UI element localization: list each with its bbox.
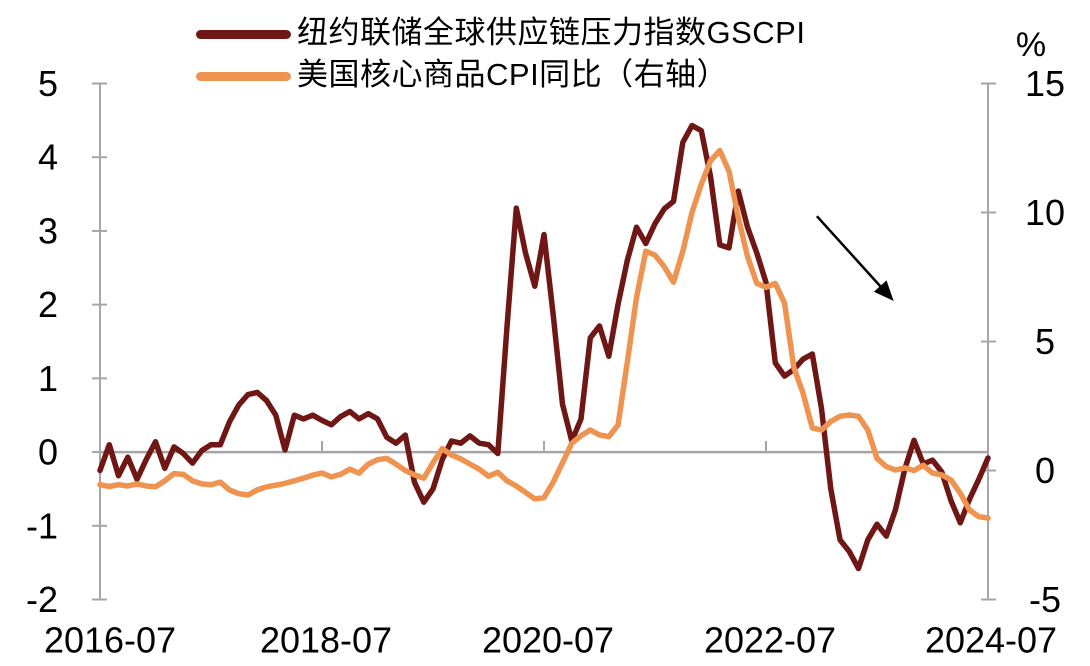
- left-axis-tick-label: -1: [26, 505, 58, 546]
- right-axis-unit-label: %: [1016, 26, 1046, 64]
- core-goods-cpi-line-series: [97, 147, 991, 521]
- left-axis-tick-label: 3: [38, 210, 58, 251]
- legend-swatch-gscpi-icon: [196, 30, 291, 39]
- right-axis-tick-label: 0: [1035, 450, 1055, 491]
- left-axis-tick-label: 2: [38, 284, 58, 325]
- legend-label-gscpi: 纽约联储全球供应链压力指数GSCPI: [297, 15, 806, 50]
- right-axis-tick-label: 5: [1035, 321, 1055, 362]
- left-axis-tick-label: 0: [38, 432, 58, 473]
- left-axis-tick-label: -2: [26, 579, 58, 620]
- legend-label-core-cpi: 美国核心商品CPI同比（右轴）: [297, 57, 729, 92]
- right-axis-tick-label: 10: [1025, 192, 1065, 233]
- x-axis-tick-label: 2024-07: [925, 620, 1057, 661]
- x-axis-tick-label: 2018-07: [260, 620, 392, 661]
- right-axis-tick-label: -5: [1029, 579, 1061, 620]
- gscpi-line-series: [97, 122, 991, 572]
- left-axis-tick-label: 1: [38, 358, 58, 399]
- x-axis-tick-label: 2016-07: [44, 620, 176, 661]
- right-axis-tick-label: 15: [1025, 63, 1065, 104]
- left-axis-tick-label: 5: [38, 63, 58, 104]
- trend-arrow-line: [815, 215, 883, 289]
- x-axis-tick-label: 2020-07: [482, 620, 614, 661]
- legend-swatch-core-cpi-icon: [196, 72, 291, 81]
- left-axis-tick-label: 4: [38, 137, 58, 178]
- trend-arrow-head-icon: [873, 280, 894, 301]
- x-axis-tick-label: 2022-07: [704, 620, 836, 661]
